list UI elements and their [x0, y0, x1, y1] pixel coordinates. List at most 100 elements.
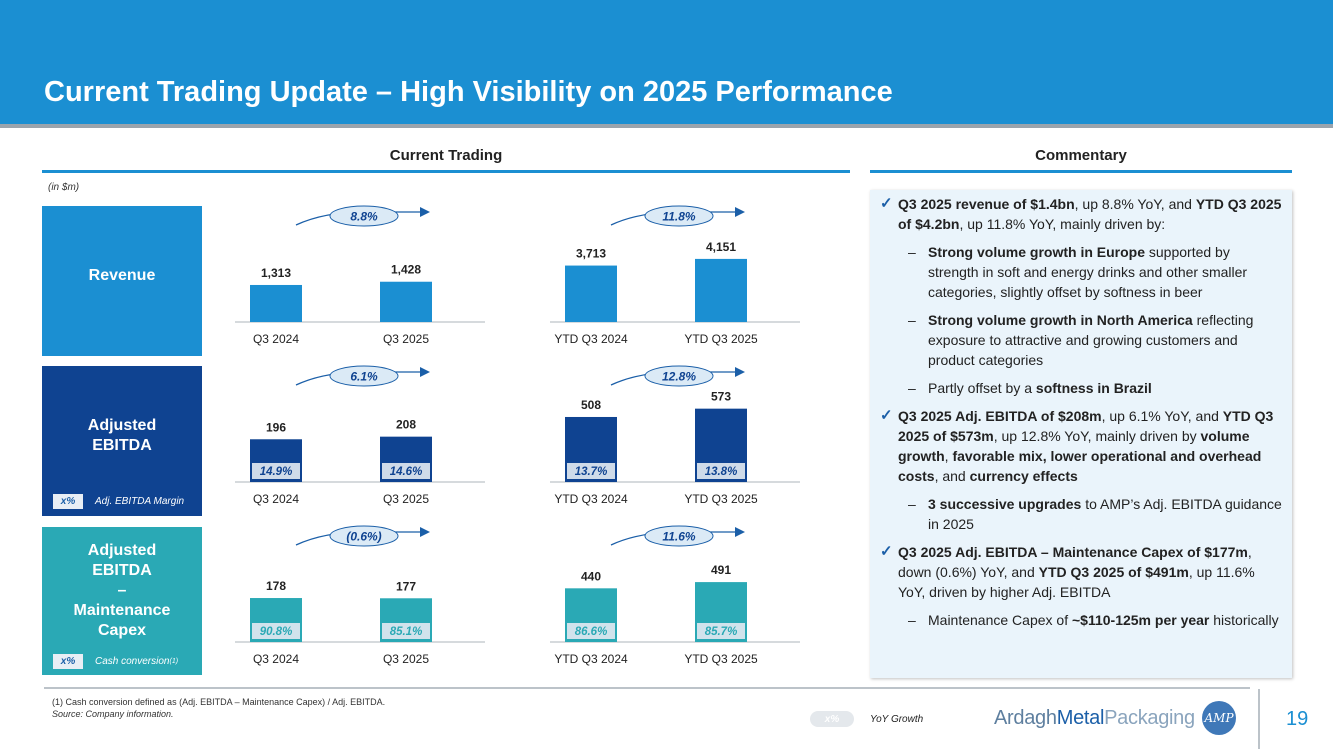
revenue-label: Revenue [88, 267, 156, 284]
commentary-sub-europe: – Strong volume growth in Europe supporte… [908, 244, 1248, 300]
capex-label-line-1: Adjusted [87, 542, 157, 559]
header-banner: Current Trading Update – High Visibility… [0, 0, 1333, 124]
margin-label: 13.7% [575, 466, 608, 478]
commentary-bullet-ebitda: ✓ Q3 2025 Adj. EBITDA of $208m, up 6.1% … [880, 407, 1274, 484]
growth-oval [644, 365, 714, 387]
chart-category-label: YTD Q3 2024 [554, 652, 628, 666]
current-trading-charts: 1,313 Q3 2024 1,428 Q3 2025 8.8% 3,713 YTD Q3 … [210, 195, 850, 685]
chart-value-label: 491 [711, 563, 731, 577]
margin-label: 85.7% [705, 626, 738, 638]
commentary-sub-north-america: – Strong volume growth in North America r… [908, 312, 1254, 368]
page-number: 19 [1286, 708, 1309, 730]
logo-mark-icon: AMP [1202, 701, 1236, 735]
capex-label-line-4: Maintenance [73, 602, 171, 619]
footnote-1: (1) Cash conversion defined as (Adj. EBI… [52, 697, 386, 707]
page-title: Current Trading Update – High Visibility… [44, 76, 893, 108]
legend-oval: x% [810, 711, 854, 727]
growth-oval [329, 205, 399, 227]
capex-label-line-2: EBITDA [92, 562, 152, 579]
cash-conversion-legend: x% Cash conversion (1) [53, 654, 178, 669]
capex-label-line-3: – [117, 582, 127, 599]
footer-divider [1258, 689, 1260, 749]
row-label-ebitda: Adjusted EBITDA [42, 366, 202, 516]
growth-label: 6.1% [350, 370, 378, 384]
margin-label: 90.8% [260, 626, 293, 638]
chart-value-label: 208 [396, 418, 416, 432]
margin-chip [697, 623, 745, 639]
current-trading-rule [42, 170, 850, 173]
growth-label: 12.8% [662, 370, 696, 384]
chart-value-label: 440 [581, 569, 601, 583]
growth-oval [644, 205, 714, 227]
arrow-head-icon [420, 527, 430, 537]
growth-label: 11.6% [662, 530, 695, 544]
commentary-title: Commentary [1035, 147, 1127, 164]
growth-label: 11.8% [662, 210, 695, 224]
legend-text: Adj. EBITDA Margin [95, 496, 185, 507]
margin-label: 85.1% [390, 626, 423, 638]
chart-value-label: 1,428 [391, 263, 421, 277]
arrow-head-icon [735, 367, 745, 377]
commentary-bullet-revenue: ✓ Q3 2025 revenue of $1.4bn, up 8.8% YoY… [880, 195, 1282, 232]
chart-bar [695, 258, 747, 322]
ebitda-label-line-1: Adjusted [87, 417, 157, 434]
margin-chip [252, 463, 300, 479]
arrow-head-icon [420, 367, 430, 377]
chart-category-label: Q3 2024 [253, 332, 299, 346]
margin-chip [697, 463, 745, 479]
margin-chip [382, 463, 430, 479]
margin-chip [567, 463, 615, 479]
growth-oval [644, 525, 714, 547]
chart-value-label: 4,151 [706, 240, 736, 254]
ebitda-label-line-2: EBITDA [92, 437, 152, 454]
source-note: Source: Company information. [52, 709, 174, 719]
row-label-revenue: Revenue [42, 206, 202, 356]
current-trading-title: Current Trading [389, 147, 503, 164]
charts-svg: 1,313 Q3 2024 1,428 Q3 2025 8.8% 3,713 YTD Q3 … [235, 205, 800, 666]
margin-label: 14.9% [260, 466, 293, 478]
check-icon: ✓ [880, 543, 893, 560]
margin-label: 86.6% [575, 626, 608, 638]
margin-label: 14.6% [390, 466, 423, 478]
chart-bar [565, 265, 617, 322]
chart-category-label: YTD Q3 2025 [684, 332, 758, 346]
chart-value-label: 196 [266, 420, 286, 434]
chart-value-label: 178 [266, 579, 286, 593]
margin-label: 13.8% [705, 466, 738, 478]
chart-category-label: Q3 2025 [383, 332, 429, 346]
chart-category-label: Q3 2024 [253, 652, 299, 666]
yoy-growth-legend: x% YoY Growth [810, 711, 923, 727]
growth-label: (0.6%) [346, 530, 381, 544]
legend-chip: x% [53, 654, 83, 669]
check-icon: ✓ [880, 407, 893, 424]
company-logo: ArdaghMetalPackaging [994, 707, 1195, 729]
footnote: (1) Cash conversion defined as (Adj. EBI… [52, 696, 385, 720]
legend-chip: x% [53, 494, 83, 509]
commentary-box: ✓ Q3 2025 revenue of $1.4bn, up 8.8% YoY… [870, 190, 1292, 678]
commentary-sub-upgrades: –3 successive upgrades to AMP’s Adj. EBI… [908, 496, 1282, 532]
chart-category-label: Q3 2025 [383, 652, 429, 666]
capex-label-line-5: Capex [97, 622, 146, 639]
commentary-bullet-capex: ✓ Q3 2025 Adj. EBITDA – Maintenance Cape… [880, 543, 1255, 600]
row-label-capex: Adjusted EBITDA – Maintenance Capex [42, 527, 202, 675]
chart-category-label: YTD Q3 2025 [684, 492, 758, 506]
chart-bar [380, 281, 432, 322]
arrow-head-icon [735, 207, 745, 217]
legend-text: Cash conversion [95, 656, 170, 667]
chart-value-label: 573 [711, 390, 731, 404]
chart-category-label: YTD Q3 2025 [684, 652, 758, 666]
growth-oval [329, 525, 399, 547]
legend-text: YoY Growth [870, 713, 924, 725]
chart-bar [250, 284, 302, 322]
chart-value-label: 1,313 [261, 266, 291, 280]
ebitda-margin-legend: x% Adj. EBITDA Margin [53, 494, 184, 509]
legend-footnote-ref: (1) [169, 658, 179, 665]
arrow-head-icon [420, 207, 430, 217]
units-note: (in $m) [48, 182, 80, 193]
header-divider [0, 124, 1333, 128]
chart-category-label: YTD Q3 2024 [554, 492, 628, 506]
arrow-head-icon [735, 527, 745, 537]
chart-value-label: 3,713 [576, 247, 606, 261]
chart-category-label: YTD Q3 2024 [554, 332, 628, 346]
margin-chip [252, 623, 300, 639]
